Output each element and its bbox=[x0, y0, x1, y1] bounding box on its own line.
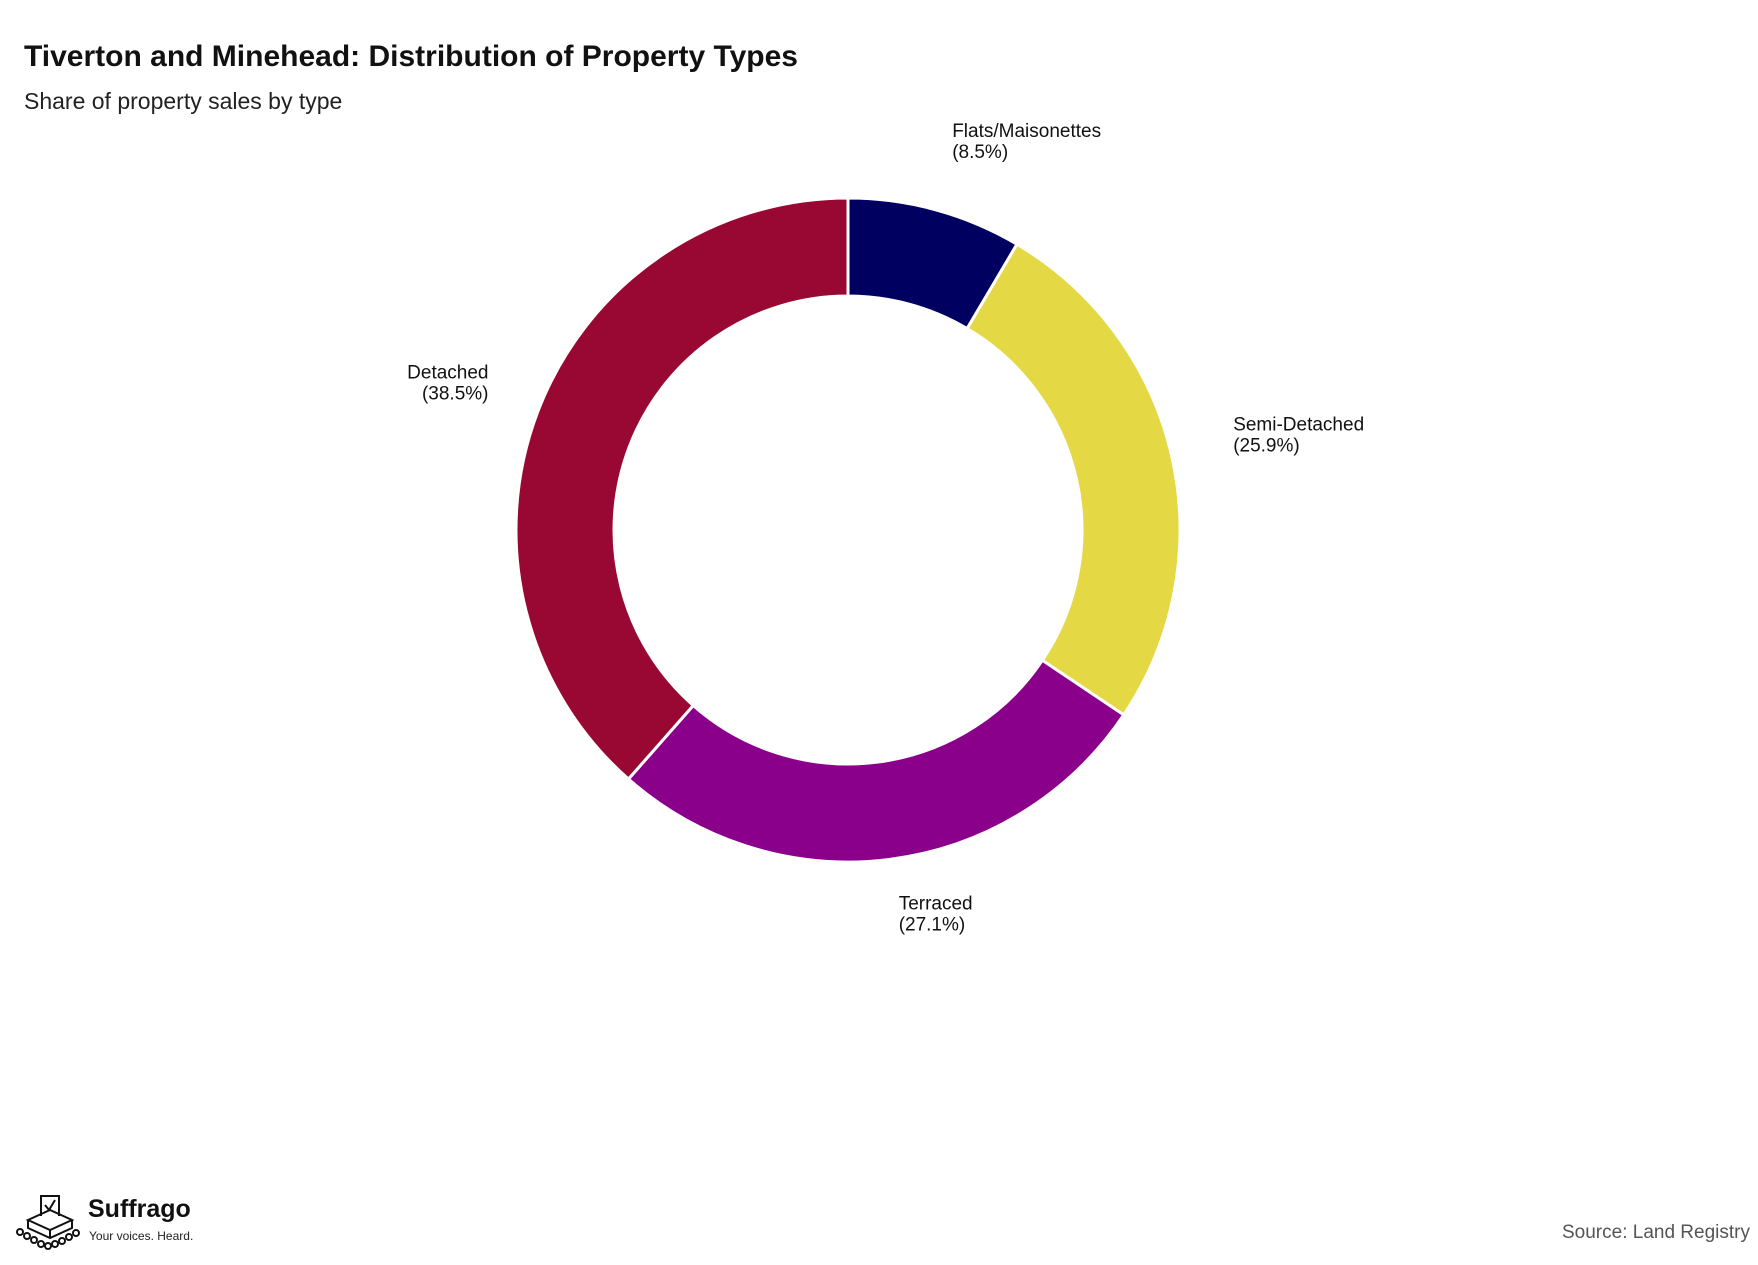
chart-subtitle: Share of property sales by type bbox=[24, 88, 343, 114]
chart-title: Tiverton and Minehead: Distribution of P… bbox=[24, 40, 798, 73]
donut-slices bbox=[514, 196, 1182, 864]
slice-labels: Flats/Maisonettes (8.5%) Semi-Detached (25.… bbox=[407, 121, 1364, 936]
slice-label-terraced: Terraced (27.1%) bbox=[899, 894, 973, 936]
slice-terraced bbox=[626, 658, 1126, 864]
brand-name: Suffrago bbox=[88, 1195, 191, 1223]
slice-label-flats-maisonettes: Flats/Maisonettes (8.5%) bbox=[952, 121, 1101, 163]
ballot-box-icon bbox=[16, 1195, 80, 1250]
slice-label-detached: Detached (38.5%) bbox=[407, 362, 488, 404]
slice-semi-detached bbox=[965, 242, 1182, 717]
slice-detached bbox=[514, 196, 850, 782]
slice-label-semi-detached: Semi-Detached (25.9%) bbox=[1233, 415, 1364, 457]
source-note: Source: Land Registry bbox=[1562, 1222, 1750, 1243]
brand-tagline: Your voices. Heard. bbox=[89, 1229, 194, 1243]
brand-logo: Suffrago Your voices. Heard. bbox=[14, 1190, 204, 1250]
